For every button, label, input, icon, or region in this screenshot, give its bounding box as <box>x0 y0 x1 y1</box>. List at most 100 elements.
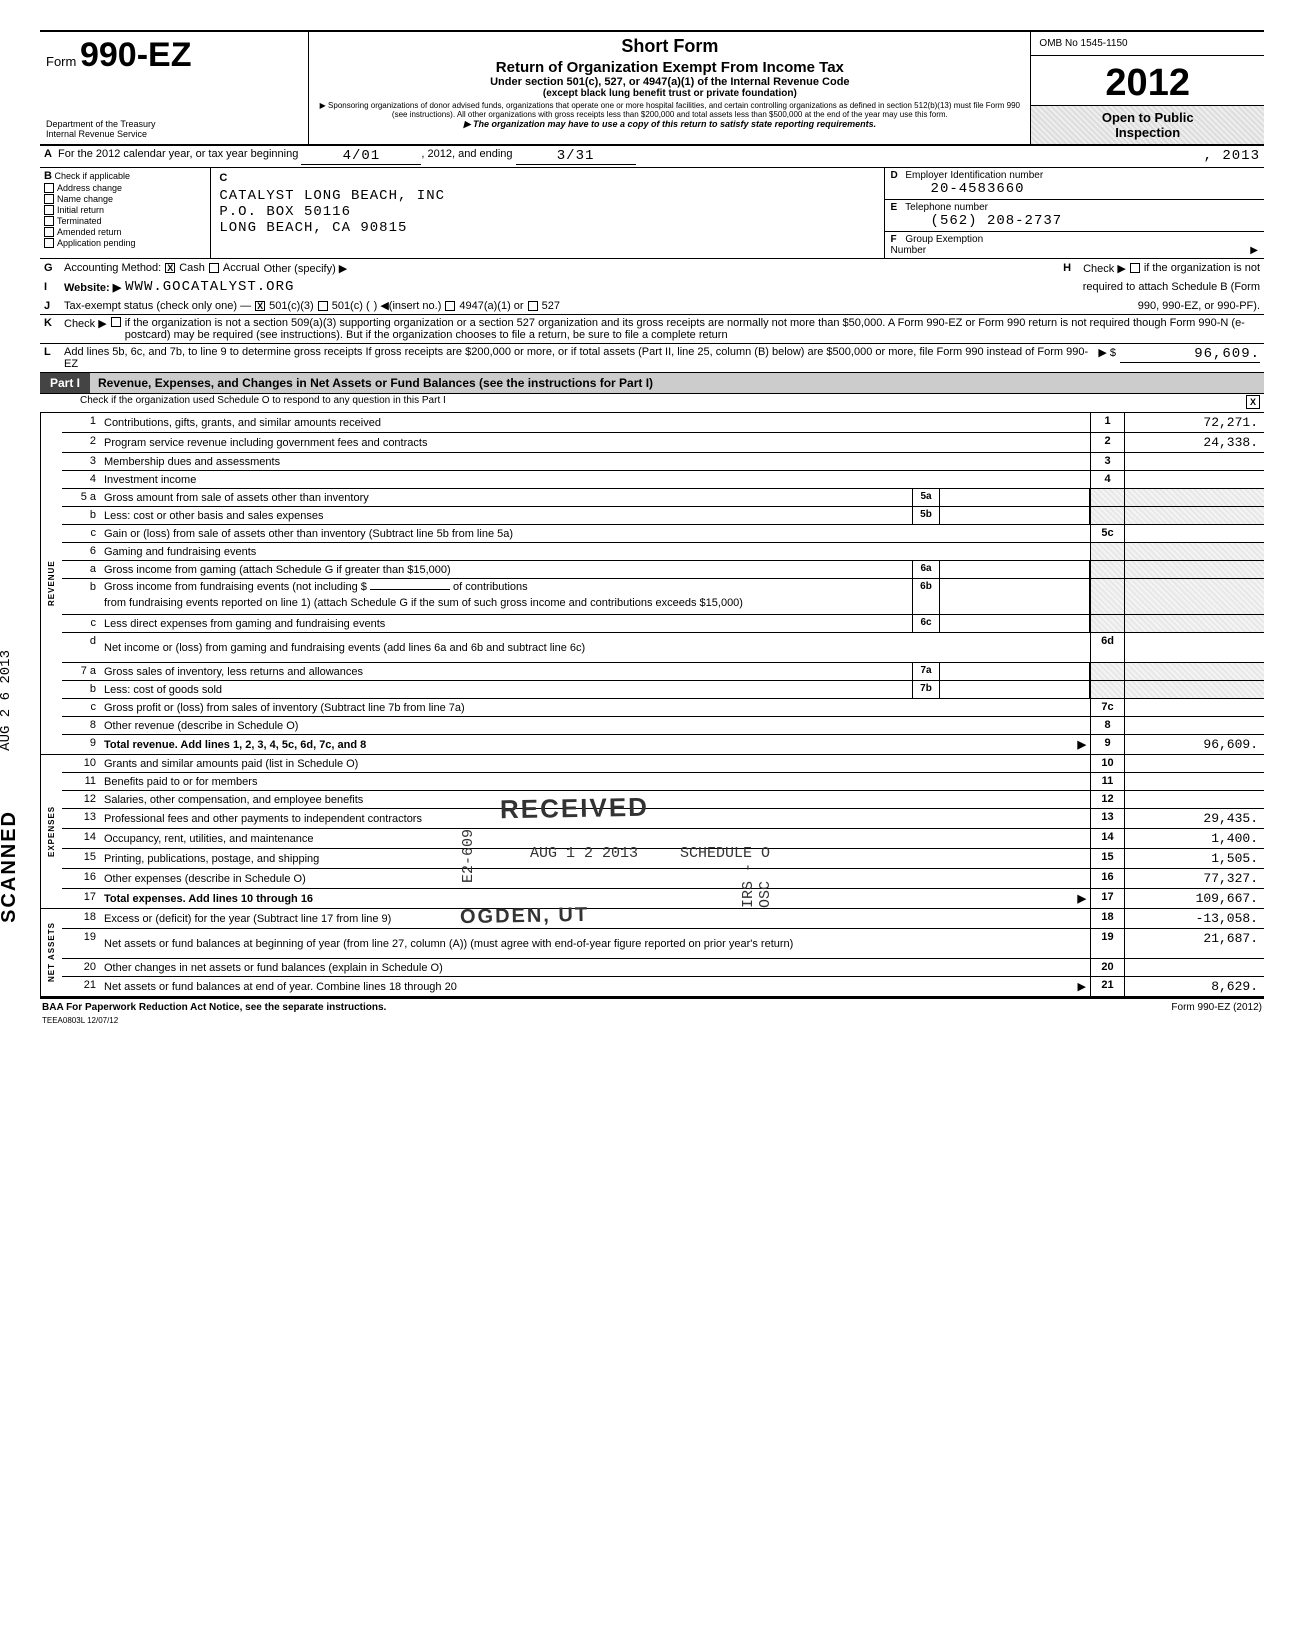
tax-year: 2012 <box>1031 56 1264 106</box>
chk-terminated[interactable] <box>44 216 54 226</box>
chk-accrual[interactable] <box>209 263 219 273</box>
iv7a <box>940 663 1090 680</box>
d-text: Employer Identification number <box>905 170 1043 181</box>
n20: 20 <box>62 959 100 976</box>
f-text: Group Exemption <box>905 234 983 245</box>
h-text: Check ▶ <box>1083 262 1126 275</box>
l-text: Add lines 5b, 6c, and 7b, to line 9 to d… <box>64 346 1094 370</box>
org-addr1: P.O. BOX 50116 <box>219 204 875 220</box>
bn5a-shade <box>1090 489 1124 506</box>
n3: 3 <box>62 453 100 470</box>
chk-k[interactable] <box>111 317 121 327</box>
received-stamp: RECEIVED <box>500 792 649 826</box>
aug-stamp: AUG 1 2 2013 <box>530 845 638 862</box>
row-a-tax-year: A For the 2012 calendar year, or tax yea… <box>40 146 1264 168</box>
chk-address-change[interactable] <box>44 183 54 193</box>
line-5b: b Less: cost or other basis and sales ex… <box>62 507 1264 525</box>
line-6b: b Gross income from fundraising events (… <box>62 579 1264 615</box>
d6c-text: Less direct expenses from gaming and fun… <box>104 618 385 630</box>
d6b-post: of contributions <box>453 581 528 593</box>
in7a: 7a <box>912 663 940 680</box>
n2: 2 <box>62 433 100 452</box>
line-5c: c Gain or (loss) from sale of assets oth… <box>62 525 1264 543</box>
row-def: D Employer Identification number 20-4583… <box>885 168 1264 258</box>
v7b-shade <box>1124 681 1264 698</box>
d2: Program service revenue including govern… <box>100 433 1090 452</box>
chk-501c3[interactable]: X <box>255 301 265 311</box>
n6d: d <box>62 633 100 662</box>
v6-shade <box>1124 543 1264 560</box>
v14: 1,400. <box>1124 829 1264 848</box>
chk-initial-return[interactable] <box>44 205 54 215</box>
teea-code: TEEA0803L 12/07/12 <box>40 1016 1264 1025</box>
d6b-blank <box>370 589 450 590</box>
line-5a: 5 a Gross amount from sale of assets oth… <box>62 489 1264 507</box>
e2-stamp: E2-609 <box>460 829 477 883</box>
iv6a <box>940 561 1090 578</box>
chk-name-change[interactable] <box>44 194 54 204</box>
net-assets-section: NET ASSETS 18 Excess or (deficit) for th… <box>40 909 1264 997</box>
chk-527[interactable] <box>528 301 538 311</box>
d20: Other changes in net assets or fund bala… <box>100 959 1090 976</box>
e-text: Telephone number <box>905 202 988 213</box>
d5a-text: Gross amount from sale of assets other t… <box>104 492 369 504</box>
d21-text: Net assets or fund balances at end of ye… <box>104 981 457 993</box>
v2: 24,338. <box>1124 433 1264 452</box>
d5c: Gain or (loss) from sale of assets other… <box>100 525 1090 542</box>
row-a-suffix: , 2013 <box>1204 148 1260 165</box>
line-10: 10 Grants and similar amounts paid (list… <box>62 755 1264 773</box>
chk-cash[interactable]: X <box>165 263 175 273</box>
d4: Investment income <box>100 471 1090 488</box>
label-k: K <box>44 317 60 329</box>
chk-501c[interactable] <box>318 301 328 311</box>
line-8: 8 Other revenue (describe in Schedule O)… <box>62 717 1264 735</box>
row-a-mid: , 2012, and ending <box>421 148 512 165</box>
label-d: D <box>891 170 903 181</box>
org-addr2: LONG BEACH, CA 90815 <box>219 220 875 236</box>
bn7c: 7c <box>1090 699 1124 716</box>
v10 <box>1124 755 1264 772</box>
n6b: b <box>62 579 100 614</box>
d9: Total revenue. Add lines 1, 2, 3, 4, 5c,… <box>100 735 1090 754</box>
line-6a: a Gross income from gaming (attach Sched… <box>62 561 1264 579</box>
chk-4947a1[interactable] <box>445 301 455 311</box>
v18: -13,058. <box>1124 909 1264 928</box>
v17: 109,667. <box>1124 889 1264 908</box>
chk-app-pending[interactable] <box>44 238 54 248</box>
row-g: G Accounting Method: X Cash Accrual Othe… <box>40 259 1264 277</box>
open-to-public: Open to Public Inspection <box>1031 106 1264 144</box>
chk-h[interactable] <box>1130 263 1140 273</box>
bn19: 19 <box>1090 929 1124 958</box>
d5b: Less: cost or other basis and sales expe… <box>100 507 912 524</box>
row-l: L Add lines 5b, 6c, and 7b, to line 9 to… <box>40 344 1264 373</box>
website-value: WWW.GOCATALYST.ORG <box>125 279 294 295</box>
line-16: 16 Other expenses (describe in Schedule … <box>62 869 1264 889</box>
n4: 4 <box>62 471 100 488</box>
header-right: OMB No 1545-1150 2012 Open to Public Ins… <box>1031 32 1264 144</box>
chk-schedule-o[interactable]: X <box>1246 395 1260 409</box>
n17: 17 <box>62 889 100 908</box>
line-11: 11 Benefits paid to or for members 11 <box>62 773 1264 791</box>
d7c: Gross profit or (loss) from sales of inv… <box>100 699 1090 716</box>
label-e: E <box>891 202 903 213</box>
bn10: 10 <box>1090 755 1124 772</box>
bn8: 8 <box>1090 717 1124 734</box>
line-7a: 7 a Gross sales of inventory, less retur… <box>62 663 1264 681</box>
row-j: J Tax-exempt status (check only one) — X… <box>40 297 1264 315</box>
d16: Other expenses (describe in Schedule O) <box>100 869 1090 888</box>
v19: 21,687. <box>1124 929 1264 958</box>
line-13: 13 Professional fees and other payments … <box>62 809 1264 829</box>
d17: Total expenses. Add lines 10 through 16 … <box>100 889 1090 908</box>
v20 <box>1124 959 1264 976</box>
d6b-pre: Gross income from fundraising events (no… <box>104 581 367 593</box>
title-return: Return of Organization Exempt From Incom… <box>317 59 1022 76</box>
n7b: b <box>62 681 100 698</box>
line-7c: c Gross profit or (loss) from sales of i… <box>62 699 1264 717</box>
line-3: 3 Membership dues and assessments 3 <box>62 453 1264 471</box>
chk-amended[interactable] <box>44 227 54 237</box>
sidecap-expenses: EXPENSES <box>40 755 62 908</box>
form-footer: Form 990-EZ (2012) <box>1171 1002 1262 1013</box>
v9: 96,609. <box>1124 735 1264 754</box>
v5c <box>1124 525 1264 542</box>
label-g: G <box>44 262 60 274</box>
